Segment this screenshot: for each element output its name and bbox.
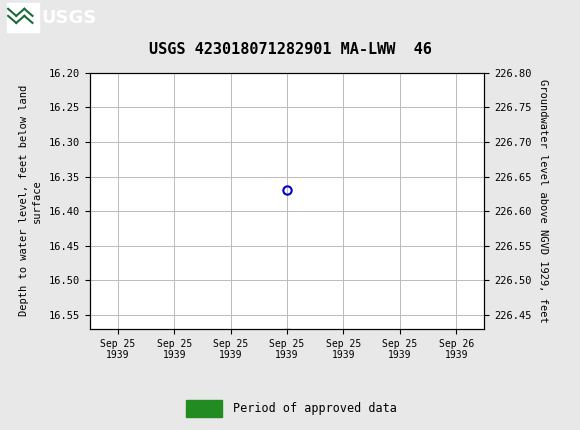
Bar <box>186 400 222 417</box>
Y-axis label: Depth to water level, feet below land
surface: Depth to water level, feet below land su… <box>19 85 42 316</box>
Y-axis label: Groundwater level above NGVD 1929, feet: Groundwater level above NGVD 1929, feet <box>538 79 549 322</box>
Text: USGS 423018071282901 MA-LWW  46: USGS 423018071282901 MA-LWW 46 <box>148 43 432 58</box>
Text: Period of approved data: Period of approved data <box>233 402 397 415</box>
Text: USGS: USGS <box>42 9 97 27</box>
FancyBboxPatch shape <box>7 3 39 32</box>
